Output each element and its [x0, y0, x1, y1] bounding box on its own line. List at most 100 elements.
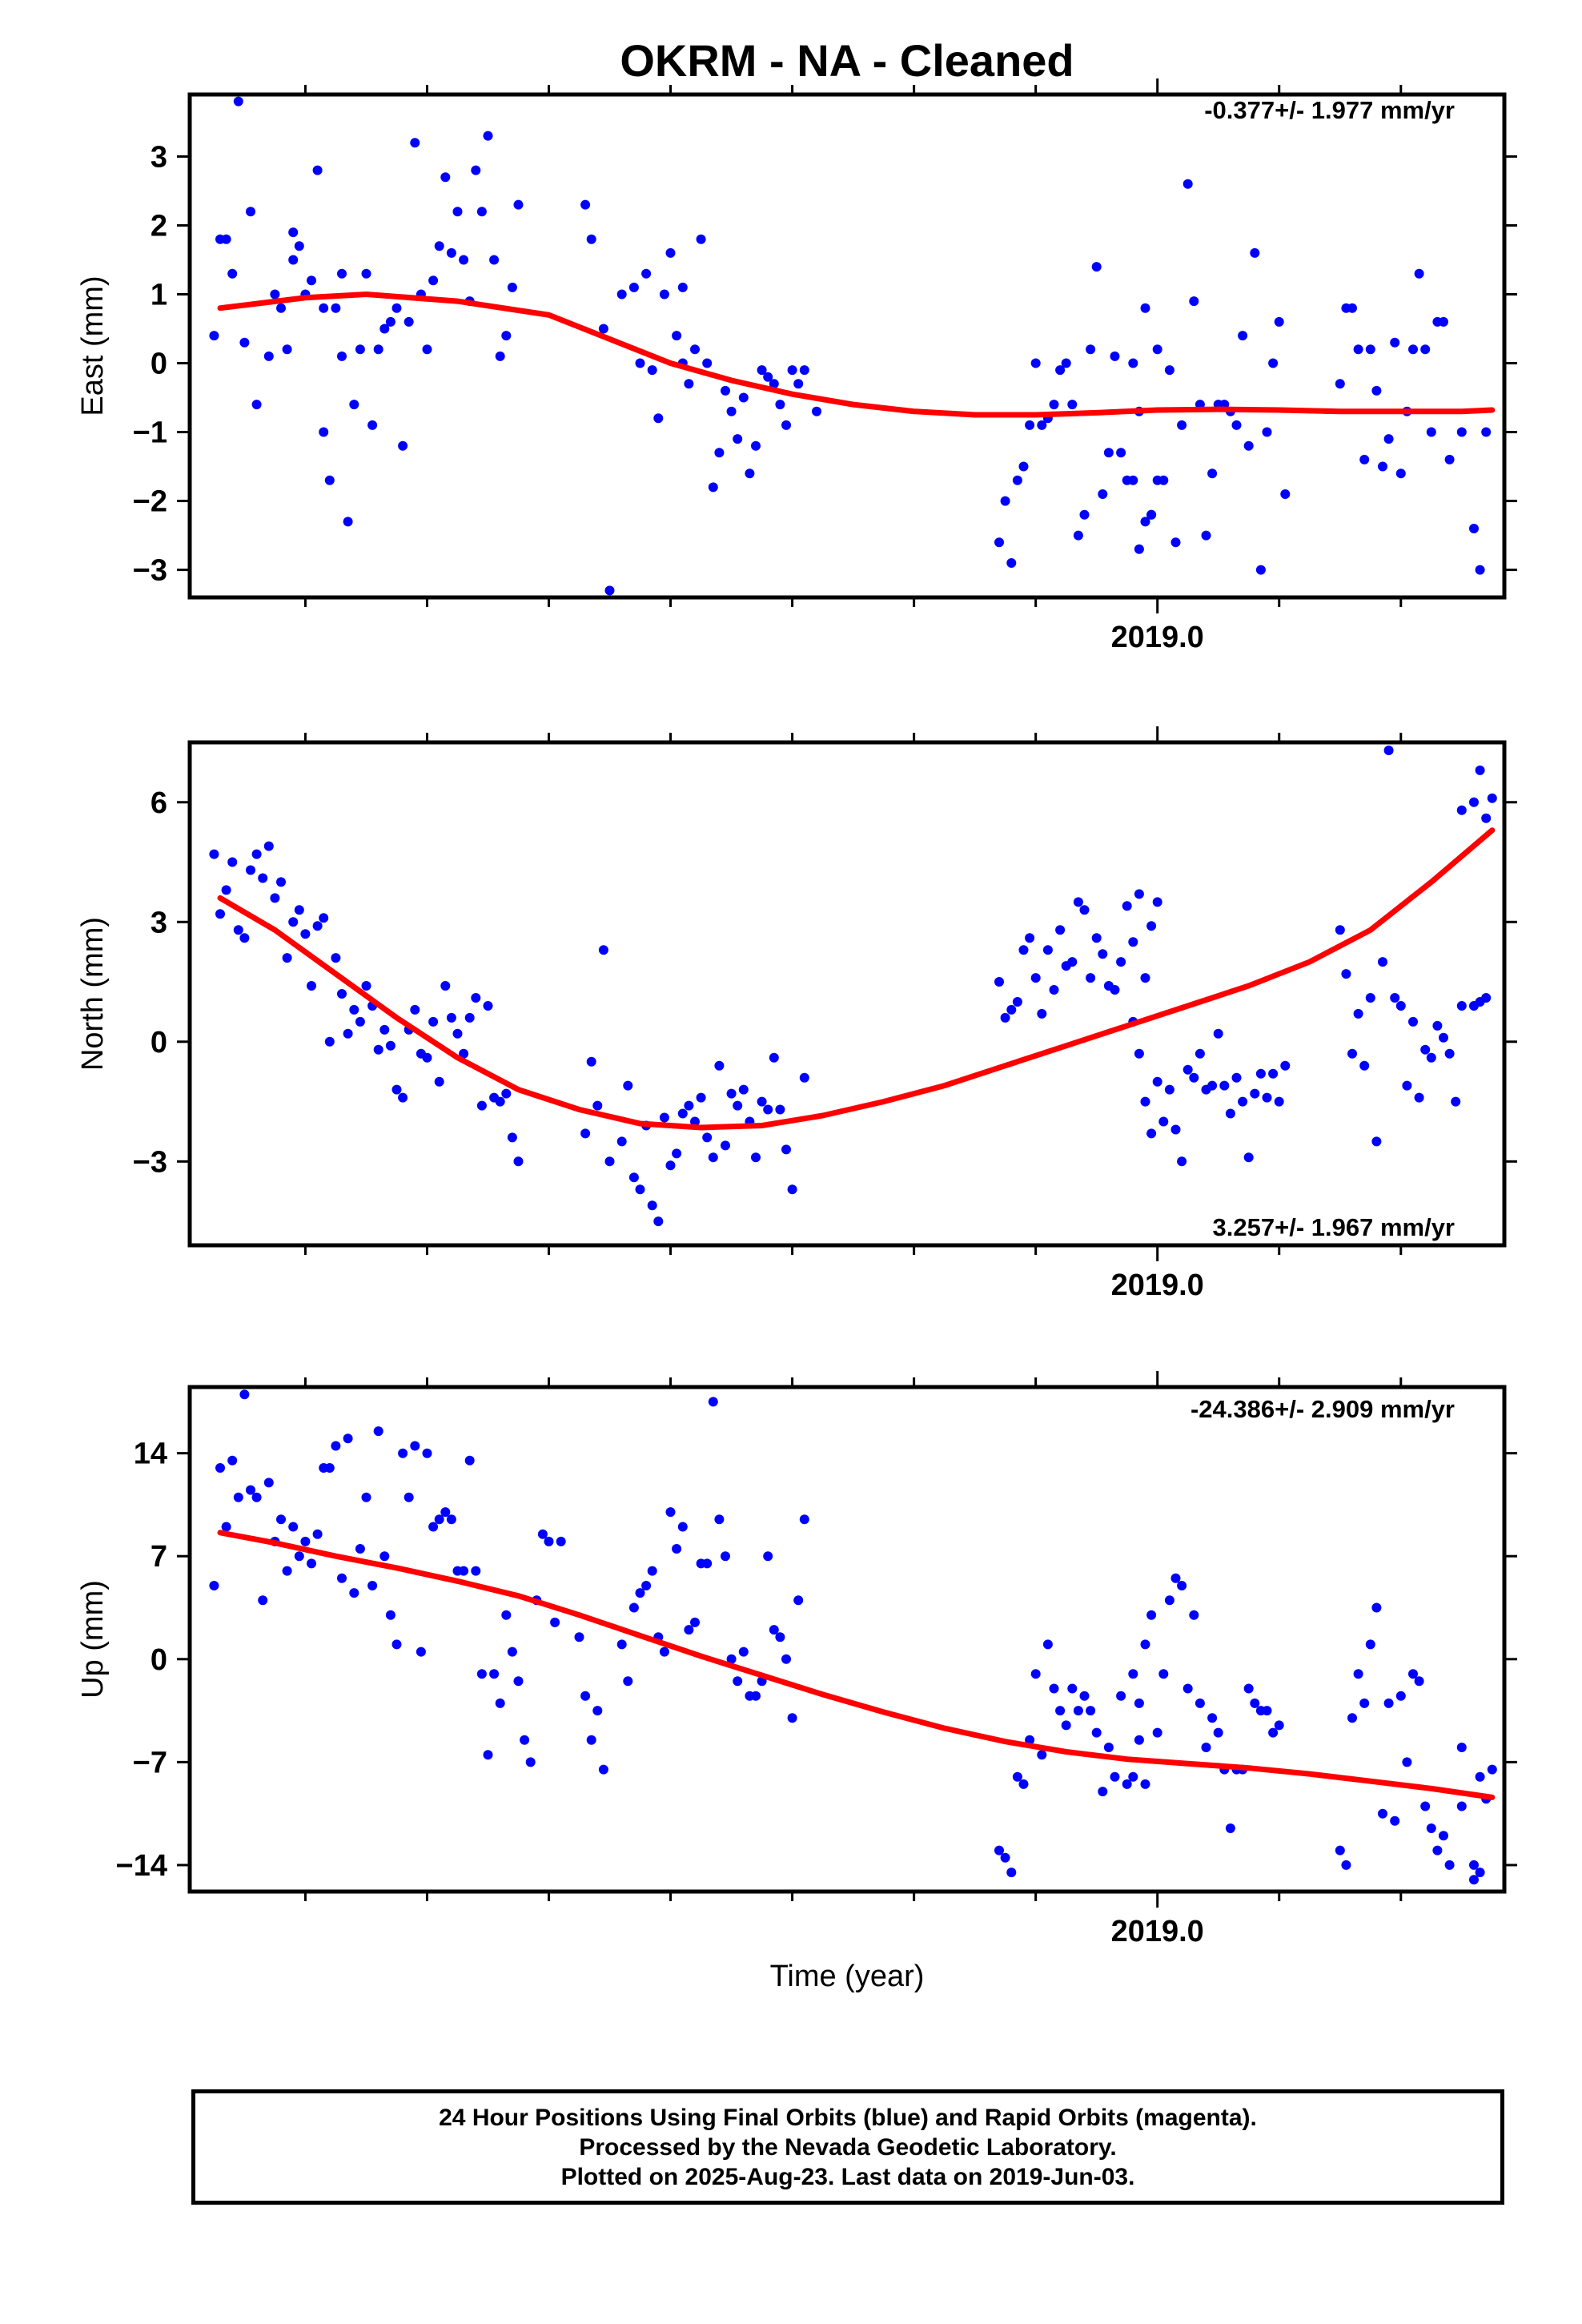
- y-tick-label: −1: [133, 416, 167, 450]
- data-point: [738, 392, 749, 403]
- data-point: [781, 1654, 791, 1664]
- data-point: [513, 1156, 524, 1167]
- data-point: [367, 1581, 378, 1590]
- data-point: [769, 1625, 779, 1635]
- data-point: [1061, 358, 1071, 368]
- data-point: [215, 1463, 225, 1473]
- data-point: [812, 406, 821, 416]
- data-point: [1231, 420, 1242, 430]
- data-point: [209, 849, 219, 859]
- data-point: [714, 1060, 725, 1071]
- data-point: [410, 138, 420, 148]
- data-point: [355, 344, 365, 355]
- data-point: [233, 96, 243, 107]
- data-point: [1122, 475, 1132, 485]
- data-point: [373, 344, 383, 355]
- data-point: [239, 933, 250, 943]
- data-point: [337, 1573, 347, 1583]
- data-point: [1383, 1698, 1394, 1708]
- data-point: [1012, 997, 1022, 1007]
- data-point: [1134, 544, 1144, 554]
- data-point: [1262, 1706, 1272, 1716]
- data-point: [391, 303, 402, 313]
- data-point: [994, 1845, 1004, 1856]
- data-point: [1158, 475, 1169, 485]
- data-point: [1432, 1020, 1443, 1031]
- data-point: [763, 1104, 773, 1115]
- data-point: [745, 468, 755, 479]
- data-point: [1207, 1080, 1218, 1091]
- data-point: [379, 1551, 390, 1562]
- footer-line-2: Processed by the Nevada Geodetic Laborat…: [579, 2133, 1117, 2161]
- data-point: [1055, 925, 1066, 935]
- data-point: [1444, 454, 1455, 464]
- data-point: [312, 165, 323, 175]
- data-point: [276, 877, 286, 887]
- data-point: [495, 1698, 505, 1708]
- data-point: [1049, 400, 1059, 410]
- data-point: [1469, 1875, 1479, 1885]
- data-point: [1243, 1152, 1254, 1163]
- data-point: [1152, 1727, 1162, 1738]
- data-point: [1395, 468, 1406, 479]
- data-point: [1378, 461, 1387, 472]
- data-point: [708, 1152, 718, 1163]
- y-tick-label: 0: [151, 1643, 167, 1677]
- y-tick-label: 14: [134, 1437, 167, 1471]
- data-point: [215, 909, 225, 919]
- data-point: [1098, 489, 1108, 499]
- data-point: [799, 365, 809, 376]
- data-point: [1025, 933, 1035, 943]
- data-point: [641, 268, 652, 279]
- data-point: [1255, 1068, 1266, 1079]
- data-point: [233, 925, 243, 935]
- data-point: [227, 268, 238, 279]
- data-point: [659, 289, 669, 300]
- data-point: [1012, 475, 1022, 485]
- data-point: [1335, 379, 1345, 389]
- data-point: [1274, 1096, 1284, 1107]
- data-point: [1371, 1136, 1382, 1147]
- data-point: [258, 873, 268, 883]
- data-point: [312, 921, 323, 931]
- data-point: [282, 1566, 292, 1576]
- data-point: [349, 1004, 359, 1015]
- data-point: [793, 379, 804, 389]
- data-point: [733, 1676, 743, 1687]
- data-point: [471, 993, 481, 1003]
- data-point: [1189, 296, 1199, 307]
- data-point: [459, 1048, 469, 1059]
- data-point: [233, 1492, 243, 1502]
- data-point: [379, 1024, 390, 1035]
- data-point: [464, 1455, 475, 1466]
- data-point: [319, 427, 329, 437]
- data-point: [1037, 1008, 1047, 1019]
- data-point: [690, 1617, 700, 1627]
- data-point: [721, 1551, 730, 1562]
- data-point: [702, 1558, 713, 1569]
- data-point: [1049, 985, 1059, 995]
- y-tick-label: −7: [133, 1746, 167, 1779]
- data-point: [1402, 1757, 1412, 1767]
- data-point: [209, 331, 219, 341]
- rate-annotation: -24.386+/- 2.909 mm/yr: [1191, 1395, 1455, 1423]
- data-point: [1116, 448, 1126, 458]
- data-point: [251, 1492, 262, 1502]
- data-point: [628, 1602, 639, 1613]
- data-point: [1195, 1048, 1205, 1059]
- data-point: [1042, 1639, 1053, 1650]
- data-point: [361, 268, 371, 279]
- data-point: [1152, 897, 1162, 907]
- data-point: [319, 303, 329, 313]
- data-point: [1408, 1016, 1418, 1027]
- data-point: [598, 324, 608, 334]
- data-point: [1335, 925, 1345, 935]
- data-point: [1037, 1750, 1047, 1760]
- data-point: [1128, 937, 1138, 947]
- data-point: [398, 1448, 408, 1458]
- data-point: [391, 1084, 402, 1095]
- data-point: [440, 172, 451, 183]
- data-point: [714, 1514, 725, 1525]
- panel-1: −3 −2 −1 0 1 2 3 2019.0 East (mm) -0.377+/- 1.977…: [76, 78, 1517, 654]
- data-point: [628, 282, 639, 292]
